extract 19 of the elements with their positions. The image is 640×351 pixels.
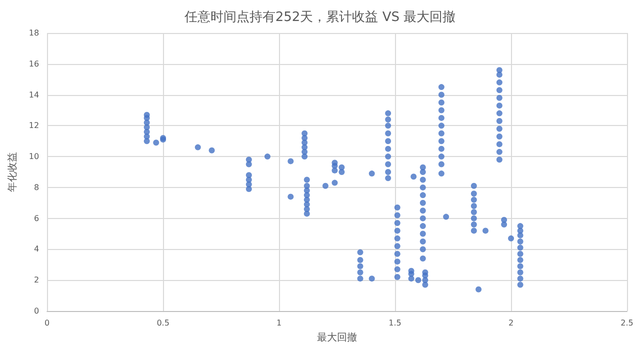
x-tick-label: 2.5 [620, 318, 634, 328]
y-tick-label: 8 [34, 182, 40, 192]
x-tick-label: 1.5 [388, 318, 402, 328]
y-tick-label: 10 [28, 152, 40, 162]
y-tick-label: 6 [34, 214, 40, 223]
y-tick-label: 2 [34, 276, 40, 285]
y-tick-label: 12 [28, 121, 40, 130]
y-tick-label: 18 [28, 28, 40, 38]
x-tick-label: 0.5 [156, 318, 170, 328]
x-tick-label: 1 [276, 318, 282, 328]
y-tick-label: 16 [28, 59, 40, 68]
x-tick-label: 0 [44, 318, 50, 328]
y-tick-label: 0 [34, 306, 40, 316]
y-axis-title: 年化收益 [6, 152, 18, 192]
x-axis-title: 最大回撤 [317, 332, 358, 344]
y-tick-label: 4 [34, 244, 40, 254]
chart-title: 任意时间点持有252天，累计收益 VS 最大回撤 [183, 10, 456, 25]
y-tick-label: 14 [28, 90, 40, 100]
x-tick-label: 2 [508, 318, 514, 328]
